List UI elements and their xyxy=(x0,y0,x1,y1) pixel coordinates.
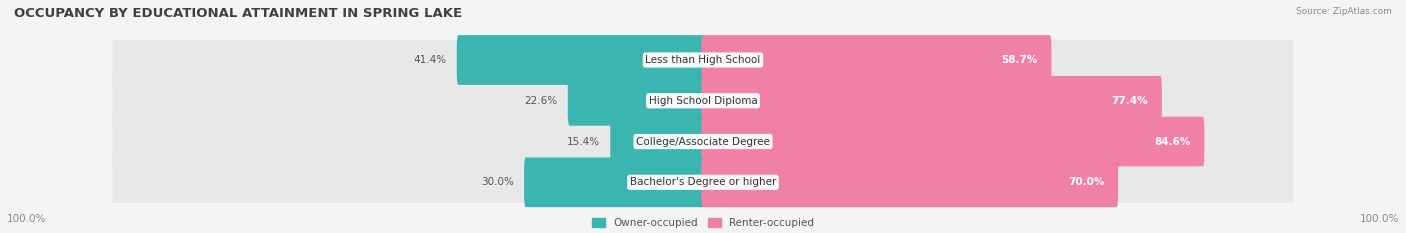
FancyBboxPatch shape xyxy=(568,76,704,126)
Text: 84.6%: 84.6% xyxy=(1154,137,1191,147)
Text: 100.0%: 100.0% xyxy=(1360,214,1399,224)
FancyBboxPatch shape xyxy=(524,158,704,207)
Text: 58.7%: 58.7% xyxy=(1001,55,1038,65)
FancyBboxPatch shape xyxy=(702,158,1118,207)
FancyBboxPatch shape xyxy=(702,76,1161,126)
Text: Bachelor's Degree or higher: Bachelor's Degree or higher xyxy=(630,177,776,187)
Text: 30.0%: 30.0% xyxy=(481,177,515,187)
Legend: Owner-occupied, Renter-occupied: Owner-occupied, Renter-occupied xyxy=(592,218,814,228)
Text: Source: ZipAtlas.com: Source: ZipAtlas.com xyxy=(1296,7,1392,16)
Text: 22.6%: 22.6% xyxy=(524,96,558,106)
Text: Less than High School: Less than High School xyxy=(645,55,761,65)
FancyBboxPatch shape xyxy=(112,25,1294,95)
FancyBboxPatch shape xyxy=(702,35,1052,85)
FancyBboxPatch shape xyxy=(112,147,1294,217)
FancyBboxPatch shape xyxy=(457,35,704,85)
Text: 41.4%: 41.4% xyxy=(413,55,447,65)
Text: 15.4%: 15.4% xyxy=(567,137,600,147)
Text: 77.4%: 77.4% xyxy=(1112,96,1149,106)
FancyBboxPatch shape xyxy=(112,66,1294,136)
Text: 100.0%: 100.0% xyxy=(7,214,46,224)
Text: 70.0%: 70.0% xyxy=(1069,177,1105,187)
Text: High School Diploma: High School Diploma xyxy=(648,96,758,106)
Text: College/Associate Degree: College/Associate Degree xyxy=(636,137,770,147)
FancyBboxPatch shape xyxy=(112,106,1294,177)
Text: OCCUPANCY BY EDUCATIONAL ATTAINMENT IN SPRING LAKE: OCCUPANCY BY EDUCATIONAL ATTAINMENT IN S… xyxy=(14,7,463,20)
FancyBboxPatch shape xyxy=(610,117,704,166)
FancyBboxPatch shape xyxy=(702,117,1205,166)
